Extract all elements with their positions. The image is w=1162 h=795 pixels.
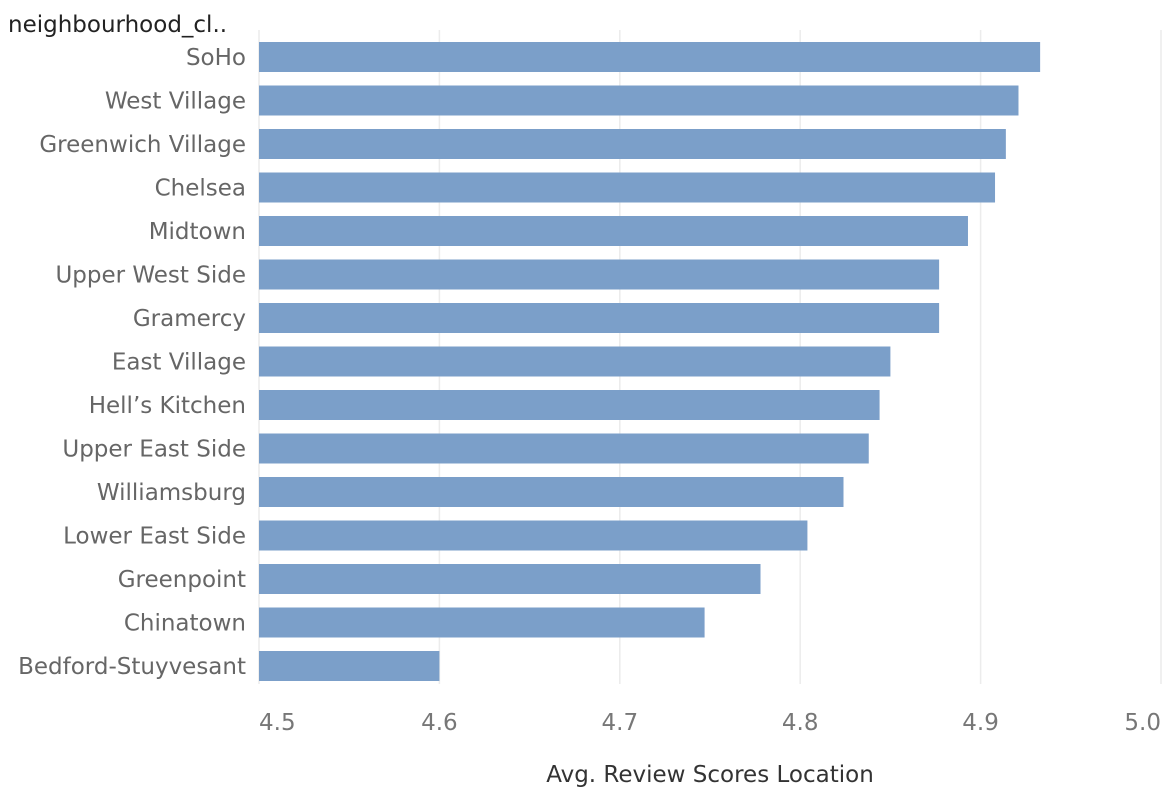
x-tick-label: 5.0	[1124, 710, 1161, 736]
bar[interactable]	[259, 477, 844, 507]
category-label[interactable]: Williamsburg	[97, 480, 246, 506]
bar[interactable]	[259, 564, 761, 594]
bar[interactable]	[259, 433, 869, 464]
category-label[interactable]: Midtown	[149, 219, 246, 245]
x-tick-label: 4.9	[962, 710, 999, 736]
bar[interactable]	[259, 259, 940, 290]
x-tick-label: 4.7	[602, 710, 639, 736]
category-label[interactable]: East Village	[112, 350, 246, 376]
category-label[interactable]: Greenwich Village	[39, 132, 246, 158]
bar[interactable]	[259, 520, 808, 551]
bar[interactable]	[259, 346, 891, 377]
bar[interactable]	[259, 651, 440, 681]
bars	[259, 42, 1041, 681]
category-label[interactable]: Chelsea	[155, 176, 246, 202]
x-axis-ticks: 4.5 4.6 4.7 4.8 4.9 5.0	[259, 710, 1161, 736]
bar[interactable]	[259, 303, 940, 333]
row-field-header[interactable]: neighbourhood_cl..	[8, 12, 228, 38]
category-label[interactable]: Chinatown	[124, 611, 246, 637]
x-tick-label: 4.6	[421, 710, 458, 736]
category-label[interactable]: Bedford-Stuyvesant	[18, 654, 246, 680]
category-label[interactable]: Upper East Side	[62, 437, 246, 463]
category-label[interactable]: West Village	[105, 89, 246, 115]
category-label[interactable]: Upper West Side	[55, 263, 246, 289]
bar[interactable]	[259, 129, 1006, 159]
x-tick-label: 4.5	[259, 710, 296, 736]
category-label[interactable]: Hell’s Kitchen	[89, 393, 246, 419]
category-label[interactable]: Lower East Side	[63, 524, 246, 550]
category-label[interactable]: Greenpoint	[118, 567, 246, 593]
bar[interactable]	[259, 42, 1041, 72]
bar[interactable]	[259, 85, 1019, 116]
x-tick-label: 4.8	[782, 710, 819, 736]
x-axis-title[interactable]: Avg. Review Scores Location	[546, 762, 874, 788]
bar[interactable]	[259, 216, 968, 246]
category-label[interactable]: Gramercy	[133, 306, 246, 332]
bar[interactable]	[259, 390, 880, 420]
category-label[interactable]: SoHo	[186, 45, 246, 71]
category-labels: SoHo West Village Greenwich Village Chelsea…	[18, 45, 246, 680]
bar[interactable]	[259, 172, 996, 203]
bar[interactable]	[259, 607, 705, 638]
